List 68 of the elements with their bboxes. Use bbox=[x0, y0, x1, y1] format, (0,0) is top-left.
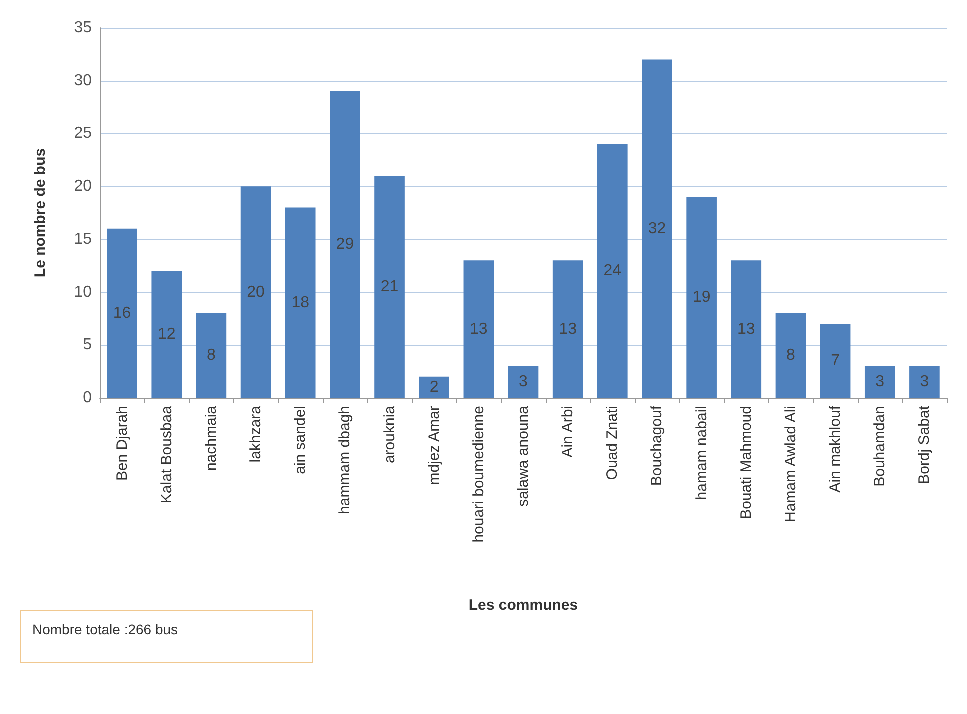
data-label: 13 bbox=[470, 320, 488, 338]
data-label: 13 bbox=[559, 320, 578, 338]
x-tick-label: Ain makhlouf bbox=[827, 405, 844, 493]
data-label: 16 bbox=[113, 304, 132, 322]
y-tick-label: 25 bbox=[74, 125, 92, 142]
data-label: 29 bbox=[336, 236, 354, 254]
bar bbox=[107, 228, 138, 398]
bar bbox=[686, 197, 717, 398]
x-tick-label: Kalat Bousbaa bbox=[158, 405, 176, 504]
bar bbox=[910, 366, 940, 398]
data-label: 32 bbox=[648, 220, 666, 238]
data-label: 12 bbox=[158, 326, 176, 344]
x-tick-label: Ain Arbi bbox=[560, 406, 577, 458]
x-tick-label: arouknia bbox=[381, 405, 398, 464]
x-tick-label: hamam nabail bbox=[693, 406, 710, 500]
bar bbox=[598, 144, 628, 398]
y-tick-label: 0 bbox=[83, 390, 92, 406]
bar bbox=[464, 260, 494, 398]
y-tick-label: 5 bbox=[83, 336, 92, 354]
x-tick-label: Bouati Mahmoud bbox=[738, 406, 755, 520]
data-label: 19 bbox=[692, 289, 711, 306]
x-tick-label: Bordj Sabat bbox=[916, 405, 934, 484]
data-label: 3 bbox=[876, 374, 885, 391]
data-label: 20 bbox=[247, 284, 266, 301]
data-label: 21 bbox=[380, 278, 399, 296]
y-tick-label: 15 bbox=[74, 230, 92, 248]
y-axis-title: Le nombre de bus bbox=[32, 148, 49, 278]
x-tick-label: Ben Djarah bbox=[114, 406, 131, 482]
bar bbox=[285, 208, 316, 398]
data-label: 2 bbox=[430, 378, 439, 396]
x-tick-label: Bouchagouf bbox=[648, 405, 666, 486]
bar bbox=[552, 260, 584, 398]
bar bbox=[642, 60, 672, 398]
data-label: 18 bbox=[292, 294, 310, 312]
x-tick-label: hammam dbagh bbox=[336, 406, 354, 514]
bar bbox=[330, 91, 360, 398]
data-label: 8 bbox=[206, 347, 216, 364]
bar bbox=[240, 186, 272, 398]
data-label: 24 bbox=[604, 262, 622, 280]
data-label: 8 bbox=[786, 347, 796, 364]
y-tick-label: 10 bbox=[74, 284, 92, 301]
bar bbox=[776, 313, 806, 398]
bar bbox=[731, 260, 762, 398]
x-axis-title: Les communes bbox=[468, 597, 578, 614]
bar bbox=[419, 376, 450, 398]
bar bbox=[820, 324, 851, 398]
bar bbox=[374, 176, 405, 398]
x-tick-label: lakhzara bbox=[248, 405, 265, 463]
x-tick-label: houari boumedienne bbox=[470, 406, 488, 543]
data-label: 3 bbox=[920, 374, 930, 391]
x-tick-label: mdjez Amar bbox=[426, 406, 443, 486]
bar bbox=[152, 271, 182, 398]
x-tick-label: Ouad Znati bbox=[604, 406, 622, 480]
y-tick-label: 35 bbox=[74, 20, 92, 36]
y-tick-label: 20 bbox=[74, 178, 92, 196]
y-tick-label: 30 bbox=[74, 72, 92, 90]
x-tick-label: Hamam Awlad Ali bbox=[782, 406, 800, 522]
x-tick-label: salawa anouna bbox=[515, 405, 532, 507]
text: Nombre totale :266 bus bbox=[32, 622, 178, 638]
bar bbox=[508, 366, 539, 398]
bar bbox=[196, 313, 227, 398]
x-tick-label: nachmaia bbox=[202, 405, 220, 472]
x-tick-label: ain sandel bbox=[292, 406, 310, 474]
x-tick-label: Bouhamdan bbox=[872, 406, 889, 487]
data-label: 7 bbox=[831, 352, 840, 370]
bar bbox=[864, 366, 896, 398]
data-label: 13 bbox=[737, 320, 756, 338]
data-label: 3 bbox=[519, 374, 528, 391]
